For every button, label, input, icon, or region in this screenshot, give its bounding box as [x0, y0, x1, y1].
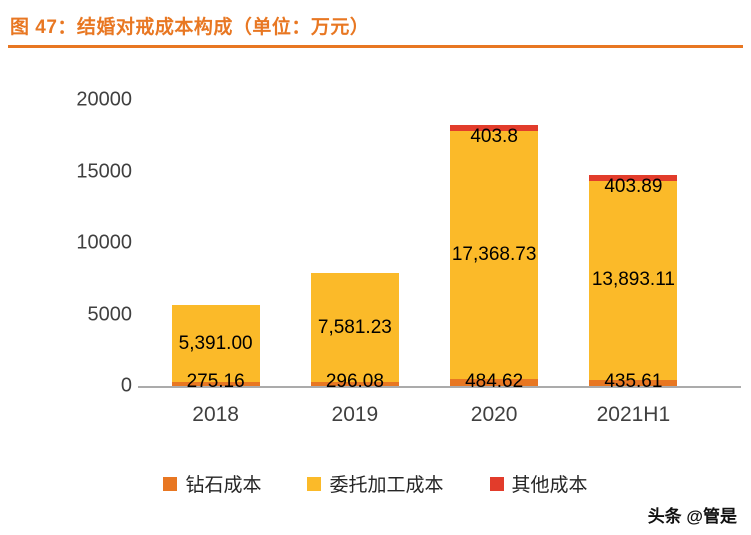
chart-legend: 钻石成本 委托加工成本 其他成本 [0, 470, 751, 497]
data-label: 403.89 [604, 176, 663, 198]
bar-segment-other [450, 124, 539, 131]
data-label: 13,893.11 [591, 269, 675, 291]
data-label: 5,391.00 [178, 332, 253, 354]
bar-segment-other [589, 175, 678, 182]
data-label: 7,581.23 [317, 316, 392, 338]
bar-segment-processing [310, 273, 399, 382]
data-label: 275.16 [186, 371, 245, 392]
y-tick-label: 0 [120, 374, 132, 397]
x-tick-label: 2019 [331, 403, 379, 426]
data-label: 296.08 [325, 371, 384, 392]
y-tick-label: 15000 [76, 160, 132, 182]
legend-label: 其他成本 [511, 475, 588, 496]
data-label: 484.62 [465, 371, 524, 392]
legend-label: 委托加工成本 [329, 475, 444, 496]
data-label: 17,368.73 [451, 243, 537, 265]
y-tick-label: 20000 [76, 88, 132, 111]
legend-swatch [489, 476, 504, 491]
bar-segment-diamond [310, 381, 399, 386]
x-tick-label: 2018 [192, 403, 239, 426]
y-tick-label: 10000 [76, 231, 132, 254]
legend-label: 钻石成本 [185, 475, 262, 496]
legend-item: 其他成本 [489, 470, 588, 497]
bar-segment-diamond [589, 379, 678, 386]
legend-swatch [163, 476, 178, 491]
x-tick-label: 2021H1 [596, 403, 671, 426]
bar-segment-diamond [171, 382, 260, 386]
x-tick-label: 2020 [470, 403, 518, 426]
bar-segment-diamond [450, 379, 539, 386]
title-underline [8, 45, 743, 48]
legend-swatch [307, 476, 322, 491]
watermark-text: 头条 @管是 [647, 507, 737, 526]
data-label: 435.61 [604, 371, 663, 392]
bar-segment-processing [589, 181, 678, 380]
legend-item: 委托加工成本 [307, 470, 444, 497]
x-axis-line [138, 386, 741, 388]
figure-title: 图 47：结婚对戒成本构成（单位：万元） [10, 17, 370, 38]
bar-segment-processing [450, 130, 539, 380]
data-label: 403.8 [470, 125, 518, 147]
bar-segment-processing [171, 304, 260, 383]
legend-item: 钻石成本 [163, 470, 261, 497]
y-tick-label: 5000 [87, 303, 133, 325]
